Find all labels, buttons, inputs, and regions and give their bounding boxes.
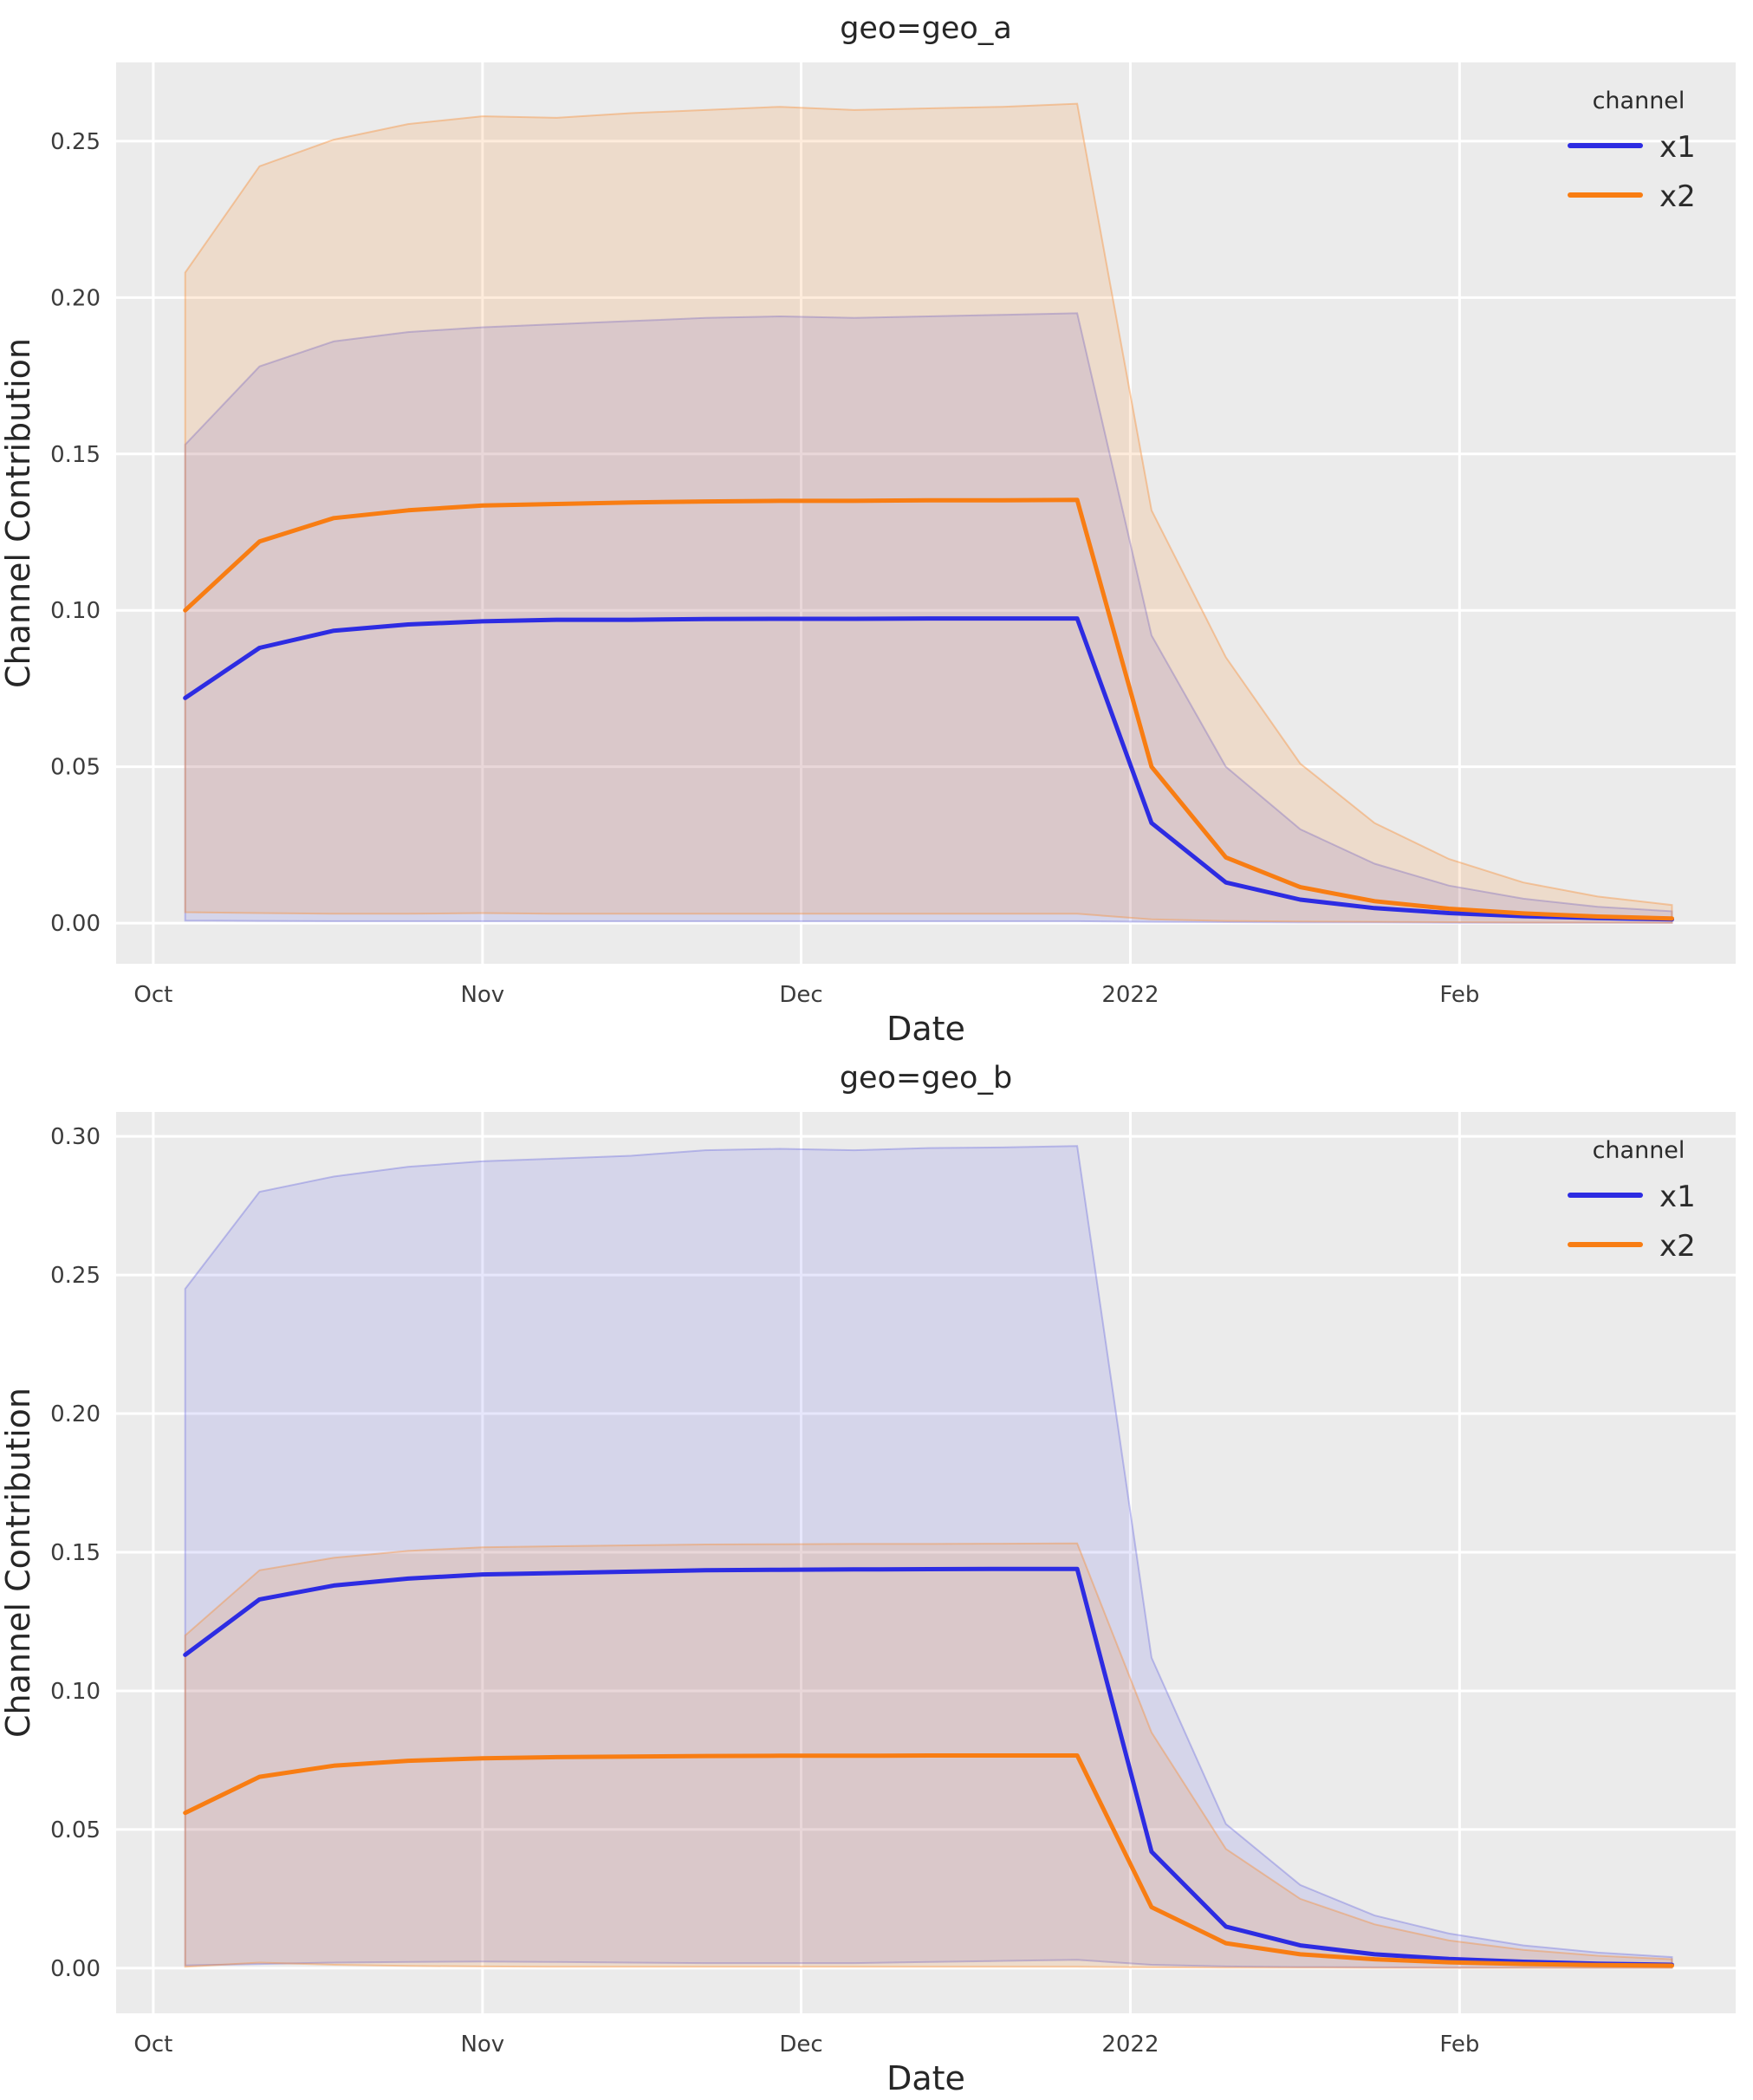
legend-title: channel xyxy=(1593,1137,1685,1164)
legend-label-x1: x1 xyxy=(1659,130,1696,165)
y-axis-label: Channel Contribution xyxy=(0,338,37,688)
y-tick-label: 0.20 xyxy=(50,285,101,311)
mean-line-x1 xyxy=(183,1566,1674,1967)
x-axis-label: Date xyxy=(886,2059,965,2097)
y-tick-label: 0.05 xyxy=(50,755,101,781)
chart-title: geo=geo_a xyxy=(840,11,1012,46)
x-tick-label: Dec xyxy=(779,982,822,1008)
y-tick-label: 0.15 xyxy=(50,442,101,468)
legend-title: channel xyxy=(1593,88,1685,114)
legend-label-x2: x2 xyxy=(1659,1229,1696,1264)
chart-title: geo=geo_b xyxy=(840,1061,1012,1096)
y-tick-label: 0.10 xyxy=(50,1679,101,1705)
x-tick-label: Oct xyxy=(133,2032,172,2058)
x-axis-label: Date xyxy=(886,1010,965,1048)
x-tick-label: Dec xyxy=(779,2032,822,2058)
ci-band-x1 xyxy=(184,1145,1673,1969)
y-tick-label: 0.20 xyxy=(50,1401,101,1427)
y-axis-label: Channel Contribution xyxy=(0,1388,37,1738)
legend-label-x2: x2 xyxy=(1659,179,1696,214)
y-tick-label: 0.00 xyxy=(50,911,101,937)
ci-band-x2 xyxy=(184,102,1673,924)
x-tick-label: Feb xyxy=(1439,982,1479,1008)
x-tick-label: Feb xyxy=(1439,2032,1479,2058)
y-tick-label: 0.15 xyxy=(50,1540,101,1566)
chart-geo-b: 0.00 0.05 0.10 0.15 0.20 0.25 0.30 Oct Nov Dec 202… xyxy=(0,1061,1736,2097)
legend: channel x1 x2 xyxy=(1568,88,1696,214)
y-tick-label: 0.25 xyxy=(50,1263,101,1289)
x-tick-label: 2022 xyxy=(1101,2032,1159,2058)
mean-line-x2 xyxy=(183,497,1674,921)
plot-area xyxy=(116,1112,1736,2013)
legend: channel x1 x2 xyxy=(1568,1137,1696,1264)
y-tick-label: 0.25 xyxy=(50,129,101,155)
y-tick-label: 0.05 xyxy=(50,1817,101,1843)
y-tick-label: 0.10 xyxy=(50,598,101,624)
x-tick-label: Nov xyxy=(460,982,504,1008)
x-tick-label: 2022 xyxy=(1101,982,1159,1008)
mean-line-x1 xyxy=(183,616,1674,922)
x-tick-label: Nov xyxy=(460,2032,504,2058)
legend-label-x1: x1 xyxy=(1659,1180,1696,1214)
y-tick-label: 0.00 xyxy=(50,1956,101,1982)
chart-geo-a: 0.00 0.05 0.10 0.15 0.20 0.25 Oct Nov Dec 2022 Feb… xyxy=(0,11,1736,1048)
x-tick-label: Oct xyxy=(133,982,172,1008)
y-tick-label: 0.30 xyxy=(50,1124,101,1150)
mean-line-x2 xyxy=(183,1753,1674,1968)
